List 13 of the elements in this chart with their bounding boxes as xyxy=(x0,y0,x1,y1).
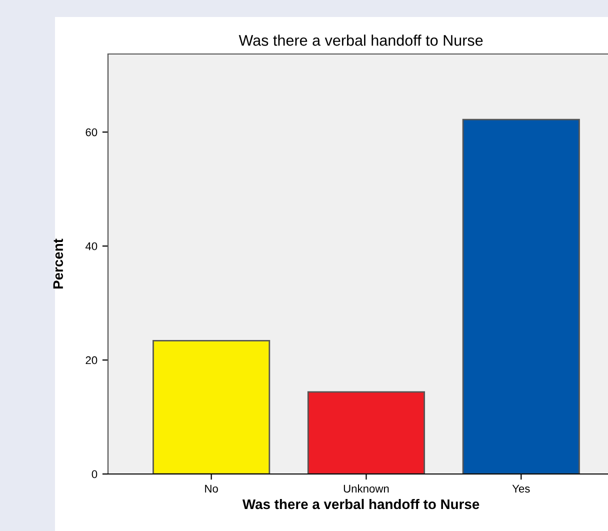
y-tick-label: 40 xyxy=(85,242,98,250)
x-tick-label: Yes xyxy=(512,484,530,493)
chart-title: Was there a verbal handoff to Nurse xyxy=(238,34,483,46)
y-tick-label: 0 xyxy=(92,470,98,478)
y-tick-label: 20 xyxy=(86,356,98,364)
x-tick-label: Unknown xyxy=(344,484,389,493)
bar xyxy=(462,118,580,474)
x-tick-label: No xyxy=(205,484,218,493)
y-axis-title: Percent xyxy=(53,238,64,289)
bar xyxy=(152,340,270,474)
x-axis-title: Was there a verbal handoff to Nurse xyxy=(242,498,480,510)
y-tick-label: 60 xyxy=(86,128,98,136)
bar xyxy=(307,391,426,474)
